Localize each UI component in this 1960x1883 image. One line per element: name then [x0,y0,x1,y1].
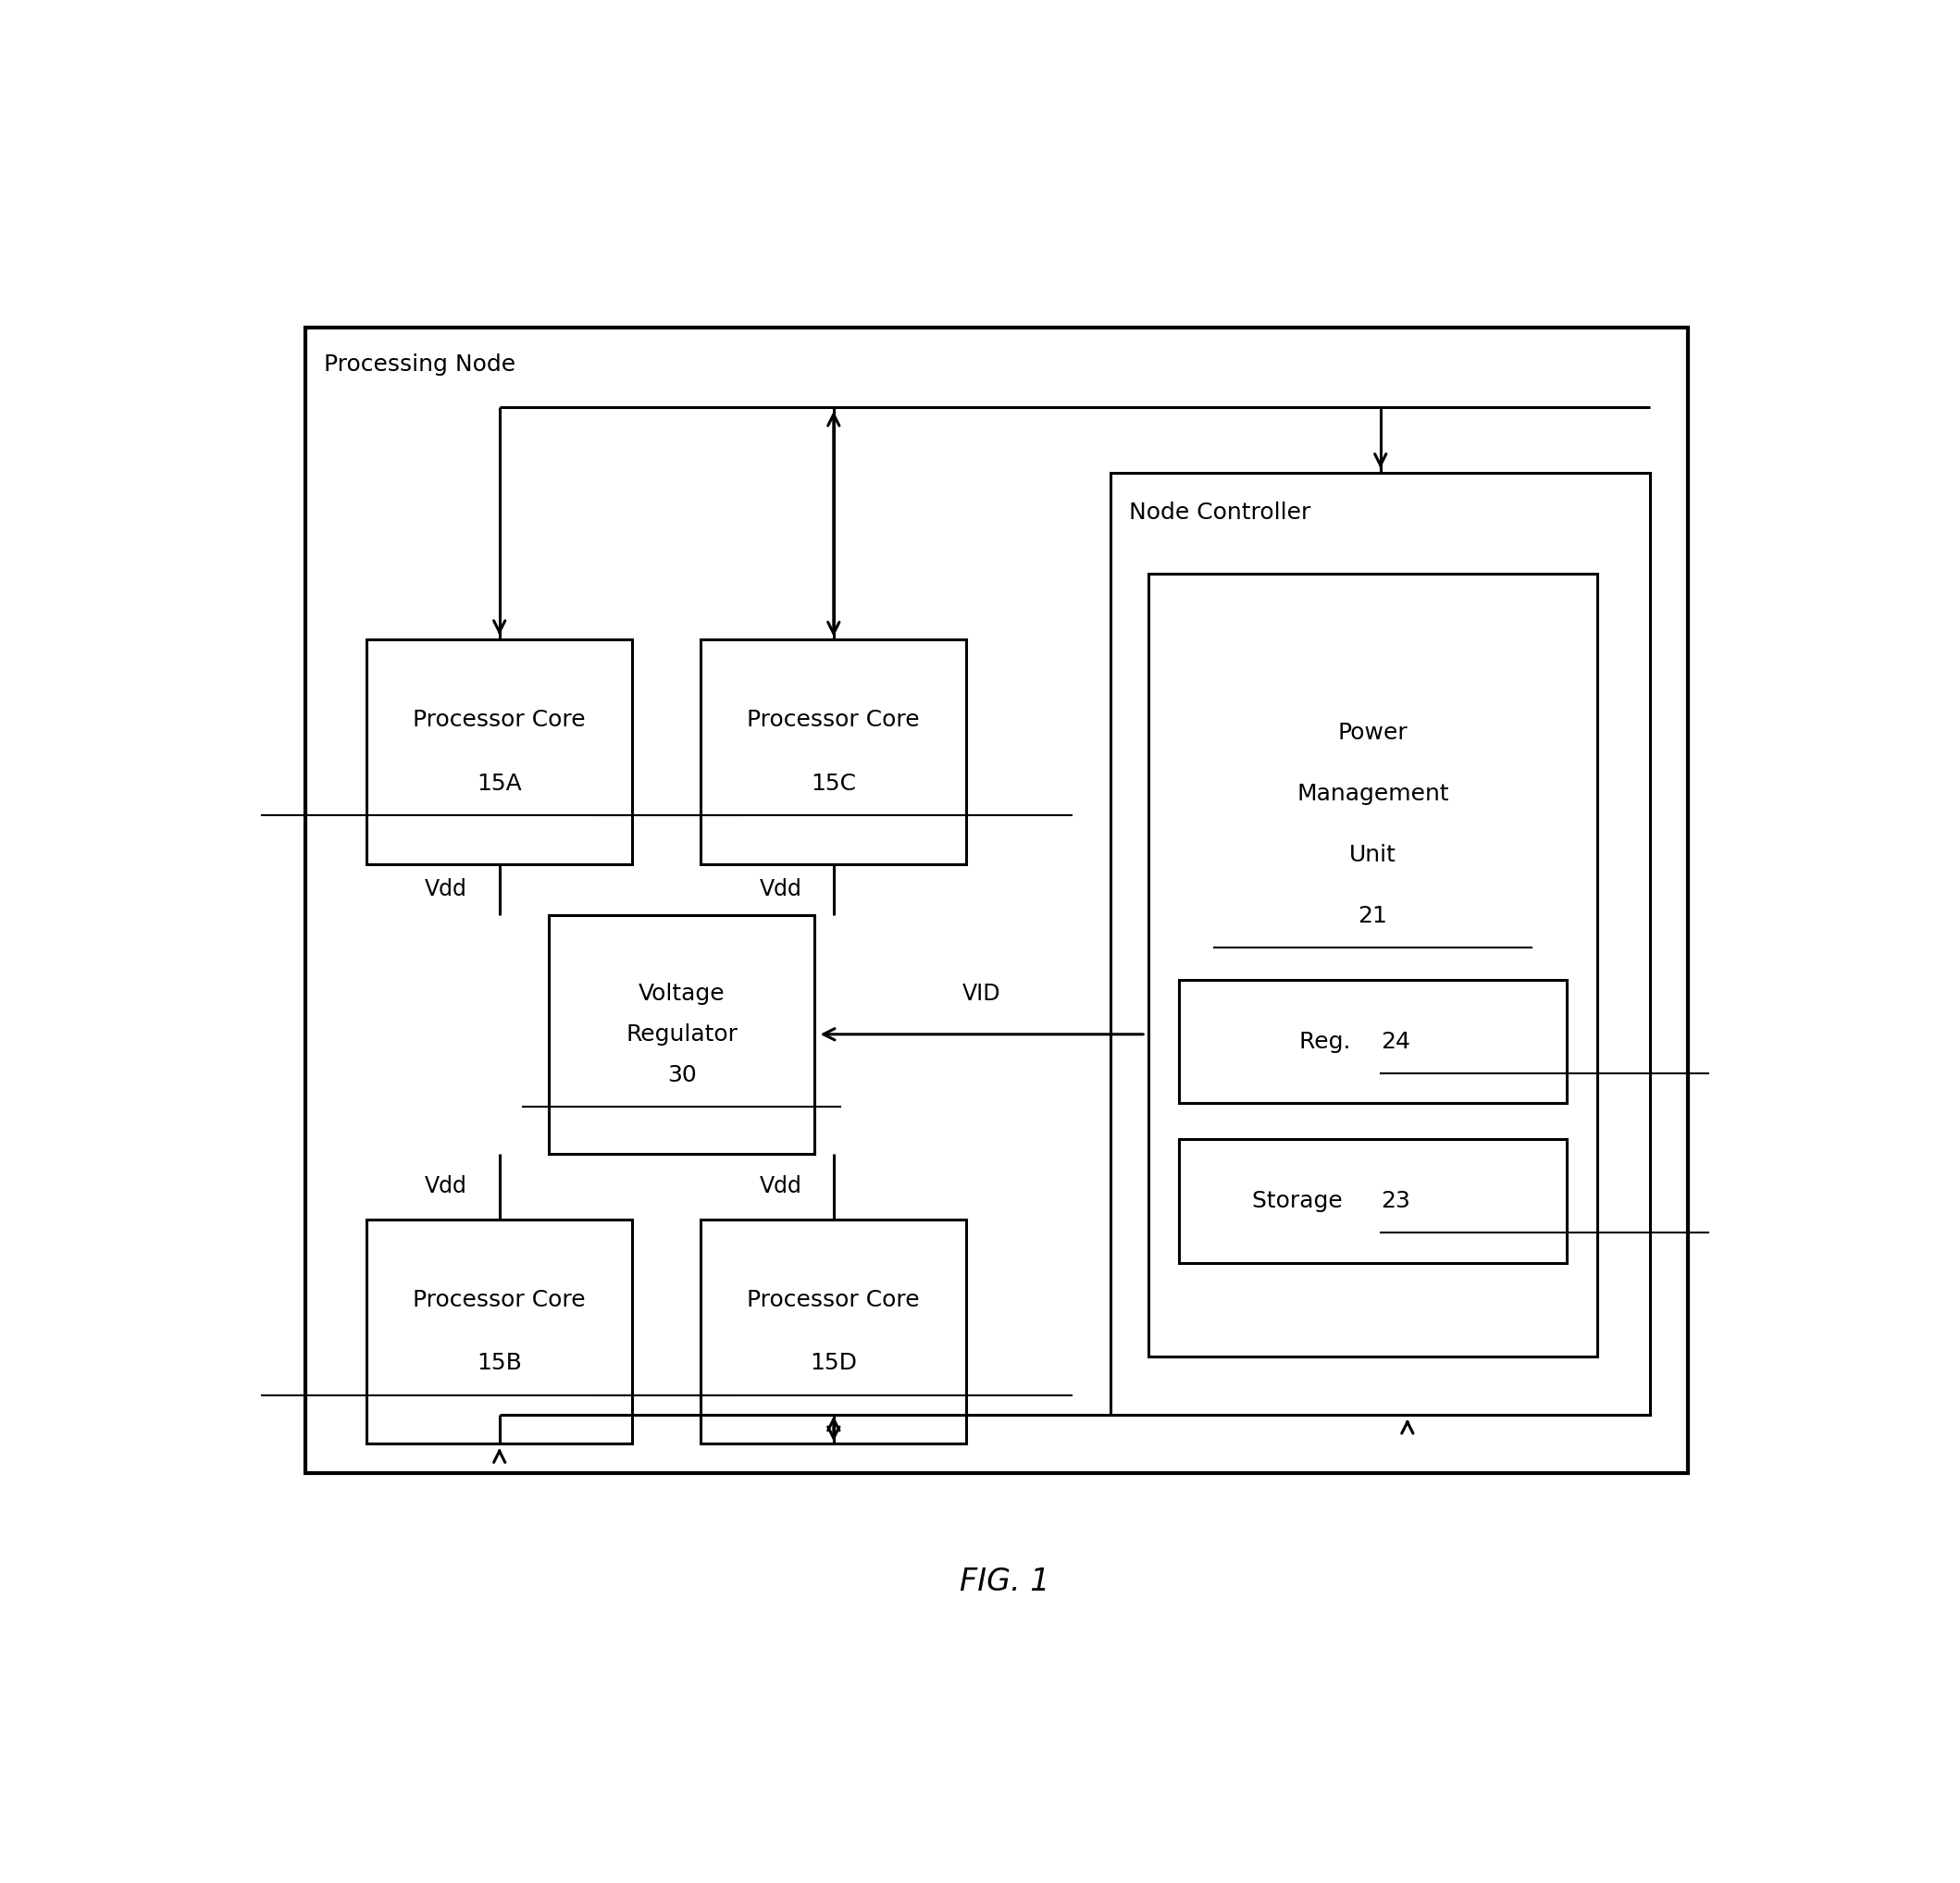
Text: Vdd: Vdd [759,877,802,900]
Text: Management: Management [1298,783,1448,806]
Text: Vdd: Vdd [425,877,468,900]
Text: Voltage: Voltage [639,983,725,1006]
Text: VID: VID [962,983,1002,1006]
Bar [702,638,966,864]
Text: Vdd: Vdd [759,1175,802,1198]
Bar [1180,979,1566,1103]
Text: 15D: 15D [809,1352,857,1375]
Text: 15B: 15B [476,1352,521,1375]
Text: 15A: 15A [476,772,521,795]
Text: Node Controller: Node Controller [1129,501,1319,523]
Bar [1111,473,1650,1414]
Text: Processor Core: Processor Core [414,708,586,731]
Bar [1149,574,1597,1358]
Text: Processor Core: Processor Core [747,708,919,731]
Text: 23: 23 [1380,1190,1409,1213]
Bar [367,1218,633,1444]
Bar [1180,1139,1566,1263]
Bar [306,328,1688,1473]
Text: FIG. 1: FIG. 1 [958,1567,1051,1597]
Text: 15C: 15C [811,772,857,795]
Text: 24: 24 [1380,1030,1409,1053]
Bar [367,638,633,864]
Text: Storage: Storage [1252,1190,1350,1213]
Text: Processor Core: Processor Core [414,1288,586,1311]
Text: 30: 30 [666,1064,696,1086]
Text: 21: 21 [1358,904,1388,926]
Text: Reg.: Reg. [1299,1030,1358,1053]
Text: Unit: Unit [1348,844,1396,866]
Text: Power: Power [1339,721,1407,744]
Text: Processing Node: Processing Node [323,354,523,377]
Text: Vdd: Vdd [425,1175,468,1198]
Bar [702,1218,966,1444]
Text: Processor Core: Processor Core [747,1288,919,1311]
Bar [549,915,815,1154]
Text: Regulator: Regulator [625,1022,737,1045]
